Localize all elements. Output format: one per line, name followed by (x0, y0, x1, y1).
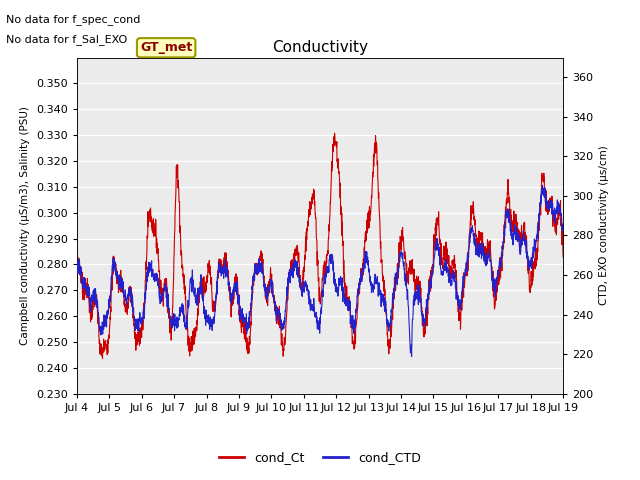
Title: Conductivity: Conductivity (272, 40, 368, 55)
Text: No data for f_Sal_EXO: No data for f_Sal_EXO (6, 34, 127, 45)
Legend: cond_Ct, cond_CTD: cond_Ct, cond_CTD (214, 446, 426, 469)
Y-axis label: Campbell conductivity (µS/m3), Salinity (PSU): Campbell conductivity (µS/m3), Salinity … (20, 106, 30, 345)
Y-axis label: CTD, EXO conductivity (µs/cm): CTD, EXO conductivity (µs/cm) (599, 146, 609, 305)
Text: GT_met: GT_met (140, 41, 192, 54)
Text: No data for f_spec_cond: No data for f_spec_cond (6, 14, 141, 25)
